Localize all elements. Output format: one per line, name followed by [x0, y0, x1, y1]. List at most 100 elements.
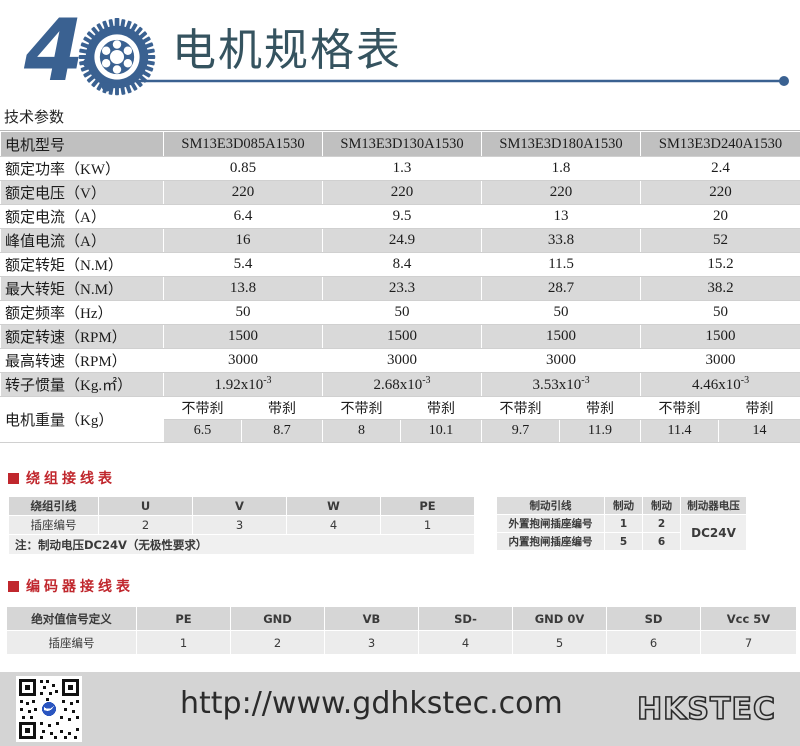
encoder-pin: 3 [324, 630, 419, 655]
weight-brake-header: 带刹 [559, 396, 642, 420]
spec-cell: 13.8 [162, 276, 324, 301]
inertia-exponent: -3 [422, 375, 431, 386]
spec-cell: 2.4 [640, 156, 800, 181]
weight-value: 8.7 [240, 419, 324, 443]
encoder-row-label: 绝对值信号定义 [6, 606, 137, 631]
winding-pin: 4 [286, 515, 381, 535]
brake-row-label: 内置抱闸插座编号 [496, 532, 605, 551]
page-title: 电机规格表 [172, 25, 402, 76]
spec-row-label: 峰值电流（A） [0, 228, 164, 253]
winding-lead: W [286, 496, 381, 516]
brake-pin: 6 [642, 532, 681, 551]
page-footer: http://www.gdhkstec.com HKSTEC [0, 672, 800, 746]
encoder-signal: SD- [418, 606, 513, 631]
spec-row-label: 额定转矩（N.M） [0, 252, 164, 277]
spec-row: 额定转矩（N.M） 5.4 8.4 11.5 15.2 [0, 252, 800, 277]
weight-label: 电机重量（Kg） [0, 396, 164, 443]
brake-header-row: 制动引线 制动 制动 制动器电压 [496, 496, 747, 515]
weight-value-row: 6.5 8.7 8 10.1 9.7 11.9 11.4 14 [1, 419, 800, 443]
inertia-cell: 1.92x10-3 [162, 372, 324, 397]
square-marker-icon [8, 472, 19, 484]
spec-cell: 50 [481, 300, 642, 325]
spec-cell: 33.8 [481, 228, 642, 253]
model-name: SM13E3D180A1530 [481, 131, 642, 157]
model-name: SM13E3D240A1530 [640, 131, 800, 157]
encoder-pin-row: 插座编号 1 2 3 4 5 6 7 [6, 630, 797, 655]
spec-cell: 16 [162, 228, 324, 253]
inertia-cell: 3.53x10-3 [481, 372, 642, 397]
winding-lead: U [98, 496, 193, 516]
winding-pin: 2 [98, 515, 193, 535]
spec-cell: 1.8 [481, 156, 642, 181]
encoder-section: 编码器接线表 绝对值信号定义 PE GND VB SD- GND 0V SD V… [0, 576, 800, 655]
brake-header-cell: 制动器电压 [680, 496, 747, 515]
spec-row: 峰值电流（A） 16 24.9 33.8 52 [0, 228, 800, 253]
weight-brake-header: 带刹 [240, 396, 324, 420]
winding-pin: 3 [192, 515, 287, 535]
encoder-pin: 2 [230, 630, 325, 655]
spec-cell: 1500 [322, 324, 483, 349]
winding-table: 绕组引线 U V W PE 插座编号 2 3 4 1 注：制动电压DC2 [8, 496, 475, 555]
encoder-pin: 7 [700, 630, 797, 655]
spec-row: 额定功率（KW） 0.85 1.3 1.8 2.4 [0, 156, 800, 181]
encoder-pin: 4 [418, 630, 513, 655]
inertia-mantissa: 2.68x10 [373, 377, 423, 393]
spec-cell: 1.3 [322, 156, 483, 181]
spec-cell: 11.5 [481, 252, 642, 277]
brake-voltage: DC24V [680, 514, 747, 551]
brake-table: 制动引线 制动 制动 制动器电压 外置抱闸插座编号 1 2 DC24V 内置抱闸… [496, 496, 747, 551]
spec-cell: 8.4 [322, 252, 483, 277]
encoder-signal: VB [324, 606, 419, 631]
spec-cell: 20 [640, 204, 800, 229]
header-rule [0, 74, 800, 88]
spec-row-label: 额定频率（Hz） [0, 300, 164, 325]
spec-row: 额定电流（A） 6.4 9.5 13 20 [0, 204, 800, 229]
spec-cell: 15.2 [640, 252, 800, 277]
spec-cell: 220 [481, 180, 642, 205]
spec-cell: 3000 [162, 348, 324, 373]
winding-section-heading: 绕组接线表 [0, 468, 800, 488]
model-row-label: 电机型号 [0, 131, 164, 157]
inertia-exponent: -3 [263, 375, 272, 386]
website-url[interactable]: http://www.gdhkstec.com [180, 686, 563, 721]
spec-cell: 28.7 [481, 276, 642, 301]
brake-header-cell: 制动 [642, 496, 681, 515]
spec-cell: 6.4 [162, 204, 324, 229]
spec-cell: 1500 [162, 324, 324, 349]
spec-row-label: 最高转速（RPM） [0, 348, 164, 373]
spec-cell: 38.2 [640, 276, 800, 301]
spec-cell: 9.5 [322, 204, 483, 229]
encoder-signal: GND 0V [512, 606, 607, 631]
encoder-signal: Vcc 5V [700, 606, 797, 631]
encoder-signal: PE [136, 606, 231, 631]
inertia-mantissa: 3.53x10 [532, 377, 582, 393]
spec-model-row: 电机型号 SM13E3D085A1530 SM13E3D130A1530 SM1… [0, 131, 800, 157]
weight-nobrake-header: 不带刹 [163, 396, 242, 420]
spec-table: 电机型号 SM13E3D085A1530 SM13E3D130A1530 SM1… [0, 131, 800, 443]
gear-icon [78, 18, 156, 101]
company-logo: HKSTEC [636, 691, 776, 728]
section-number: 4 [24, 1, 84, 101]
spec-cell: 23.3 [322, 276, 483, 301]
spec-row: 额定电压（V） 220 220 220 220 [0, 180, 800, 205]
winding-note: 注：制动电压DC24V（无极性要求） [8, 534, 475, 555]
model-name: SM13E3D130A1530 [322, 131, 483, 157]
inertia-cell: 4.46x10-3 [640, 372, 800, 397]
brake-pin: 1 [604, 514, 643, 533]
encoder-pin: 1 [136, 630, 231, 655]
encoder-header-row: 绝对值信号定义 PE GND VB SD- GND 0V SD Vcc 5V [6, 606, 797, 631]
spec-cell: 50 [162, 300, 324, 325]
qr-code-icon [16, 676, 82, 746]
encoder-heading-text: 编码器接线表 [26, 579, 134, 595]
weight-subheader-row: 电机重量（Kg） 不带刹 带刹 不带刹 带刹 不带刹 带刹 不带刹 带刹 [0, 396, 800, 443]
weight-value: 11.9 [559, 419, 642, 443]
brake-pin: 2 [642, 514, 681, 533]
spec-cell: 220 [640, 180, 800, 205]
inertia-exponent: -3 [740, 375, 750, 386]
weight-value: 8 [322, 419, 402, 443]
winding-section: 绕组接线表 绕组引线 U V W PE 插座编号 2 3 [0, 468, 800, 556]
winding-row-label: 绕组引线 [8, 496, 99, 516]
inertia-exponent: -3 [581, 375, 590, 386]
spec-cell: 52 [640, 228, 800, 253]
